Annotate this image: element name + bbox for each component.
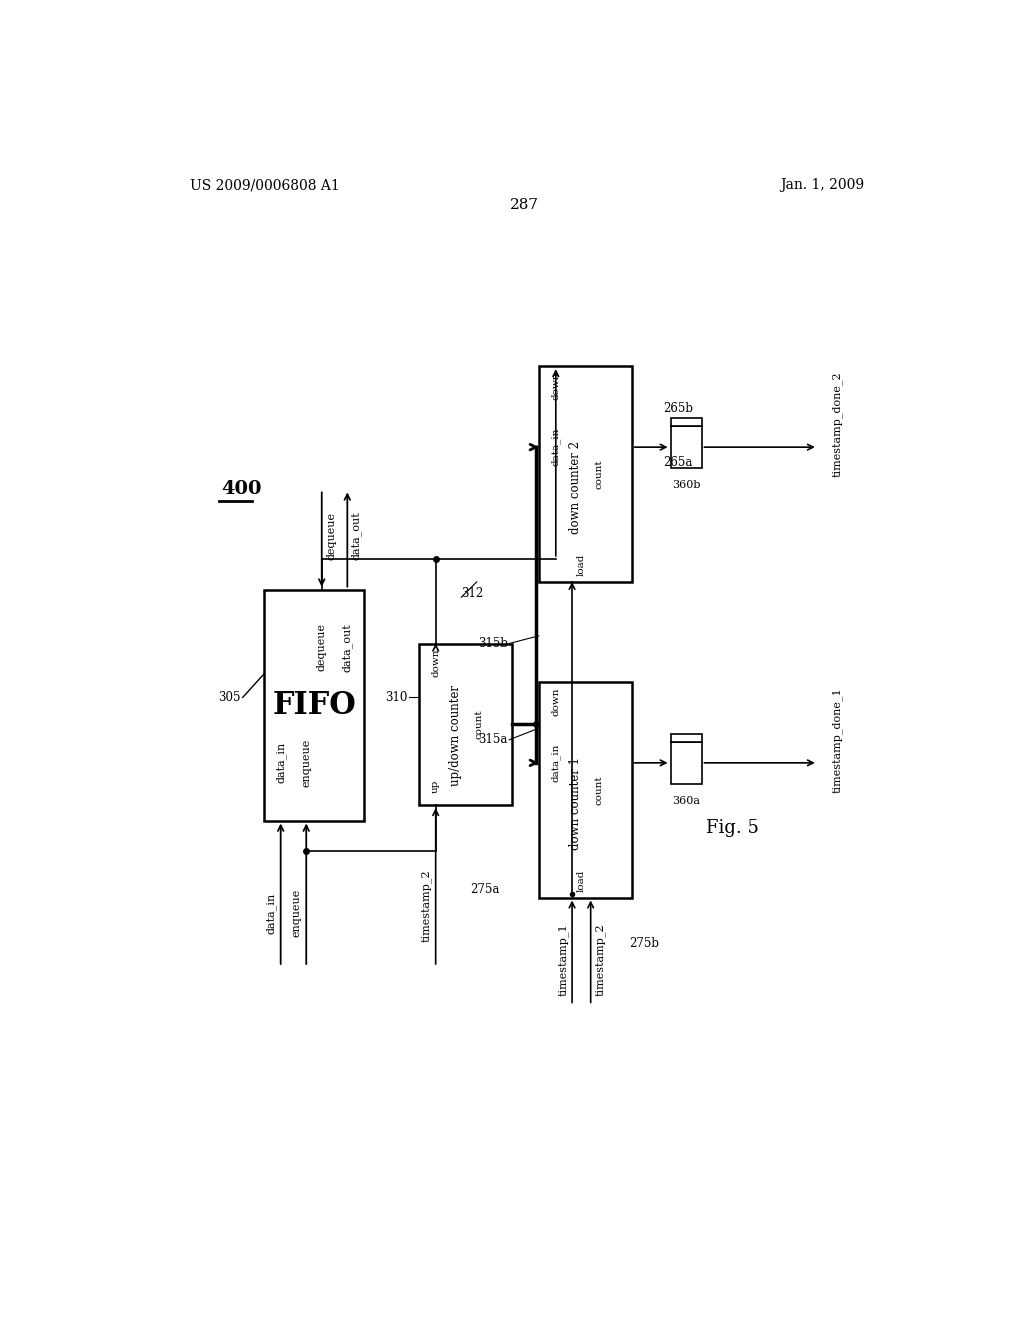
Text: timestamp_done_1: timestamp_done_1 [831, 686, 843, 792]
Text: 310: 310 [385, 690, 407, 704]
Text: Jan. 1, 2009: Jan. 1, 2009 [780, 178, 864, 193]
Text: dequeue: dequeue [316, 623, 327, 672]
Text: load: load [577, 554, 586, 576]
Bar [419, 644, 512, 805]
Text: down: down [551, 686, 560, 715]
Text: timestamp_2: timestamp_2 [595, 923, 605, 995]
Text: US 2009/0006808 A1: US 2009/0006808 A1 [190, 178, 340, 193]
Text: dequeue: dequeue [326, 512, 336, 560]
Text: 360a: 360a [672, 796, 700, 807]
Text: 275b: 275b [630, 937, 659, 950]
Text: timestamp_done_2: timestamp_done_2 [831, 371, 843, 477]
Bar [671, 418, 701, 426]
Text: count: count [474, 710, 483, 739]
Text: down: down [551, 371, 560, 400]
Text: data_in: data_in [551, 743, 561, 781]
Bar [539, 682, 632, 898]
Text: FIFO: FIFO [272, 689, 356, 721]
Bar [671, 734, 701, 742]
Text: data_out: data_out [342, 623, 352, 672]
Text: data_in: data_in [551, 428, 561, 466]
Bar [263, 590, 365, 821]
Text: count: count [595, 459, 604, 488]
Text: count: count [595, 775, 604, 805]
Bar [539, 367, 632, 582]
Text: down counter 1: down counter 1 [569, 758, 583, 850]
Text: timestamp_2: timestamp_2 [421, 869, 432, 941]
Text: data_out: data_out [351, 511, 362, 560]
Text: load: load [577, 870, 586, 892]
Text: 312: 312 [461, 587, 483, 601]
Text: 360b: 360b [672, 480, 700, 490]
Text: 315a: 315a [478, 733, 508, 746]
Text: 315b: 315b [478, 638, 508, 649]
Bar [671, 742, 701, 784]
Text: 265b: 265b [663, 403, 693, 416]
Text: up/down counter: up/down counter [450, 685, 462, 787]
Text: Fig. 5: Fig. 5 [707, 820, 759, 837]
Text: down: down [431, 648, 440, 677]
Text: 287: 287 [510, 198, 540, 211]
Text: 400: 400 [221, 480, 261, 499]
Text: up: up [431, 779, 440, 792]
Text: 305: 305 [218, 690, 241, 704]
Text: data_in: data_in [275, 742, 286, 784]
Bar [671, 426, 701, 469]
Text: 265a: 265a [663, 455, 692, 469]
Text: down counter 2: down counter 2 [569, 441, 583, 535]
Text: timestamp_1: timestamp_1 [557, 923, 568, 995]
Text: enqueue: enqueue [292, 888, 302, 937]
Text: enqueue: enqueue [301, 739, 311, 787]
Text: data_in: data_in [266, 892, 276, 933]
Text: 275a: 275a [471, 883, 500, 896]
